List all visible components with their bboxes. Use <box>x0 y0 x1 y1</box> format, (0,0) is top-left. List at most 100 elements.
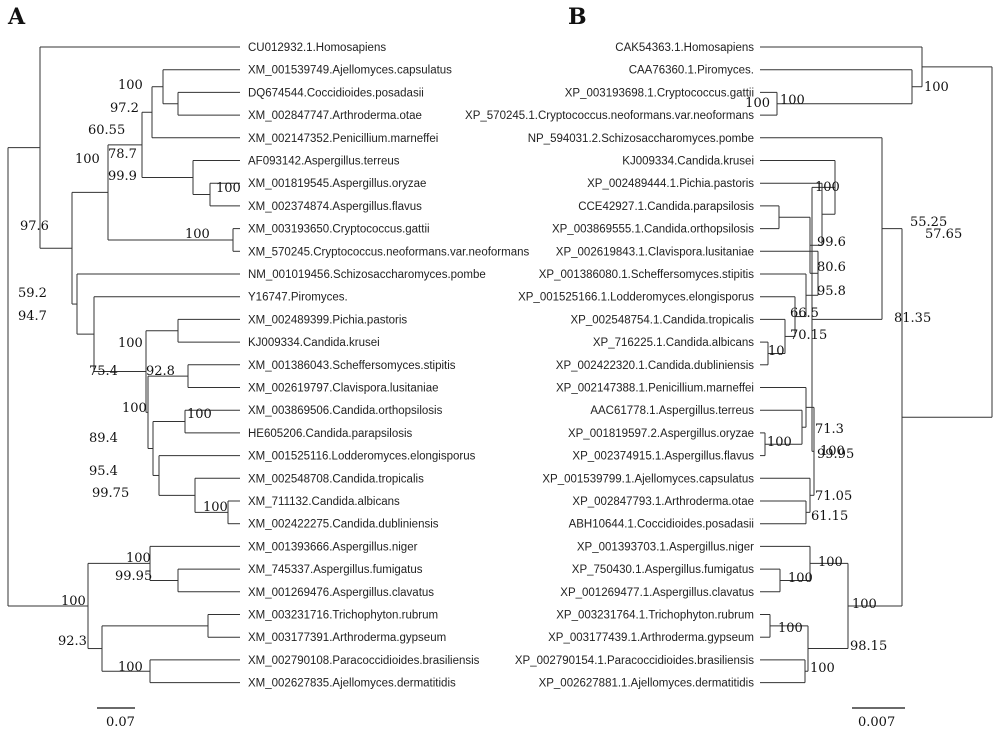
tree-a-support-value: 78.7 <box>108 147 137 162</box>
tree-a-support-value: 100 <box>118 78 143 93</box>
tree-b-support-value: 99.95 <box>817 447 854 462</box>
panel-a-label: A <box>7 4 26 30</box>
tree-a-support-value: 60.55 <box>88 123 125 138</box>
tree-b-support-value: 55.25 <box>910 215 947 230</box>
tree-b-leaf-label: XP_001393703.1.Aspergillus.niger <box>577 541 754 553</box>
tree-a-support-value: 97.6 <box>20 219 49 234</box>
tree-b-support-value: 99.6 <box>817 235 846 250</box>
tree-b-leaf-label: XP_001386080.1.Scheffersomyces.stipitis <box>539 269 754 281</box>
tree-b-support-value: 100 <box>924 80 949 95</box>
tree-a-support-value: 99.9 <box>108 169 137 184</box>
tree-a-leaf-label: XM_001525116.Lodderomyces.elongisporus <box>248 451 476 463</box>
tree-b-support-value: 100 <box>810 661 835 676</box>
tree-b-leaf-label: CAK54363.1.Homosapiens <box>615 42 754 54</box>
tree-a-leaf-label: XM_001269476.Aspergillus.clavatus <box>248 587 434 599</box>
tree-b-leaf-label: XP_002619843.1.Clavispora.lusitaniae <box>556 246 754 258</box>
tree-b-leaf-label: XP_003231764.1.Trichophyton.rubrum <box>556 610 754 622</box>
tree-b-leaf-label: XP_002790154.1.Paracoccidioides.brasilie… <box>515 655 754 667</box>
tree-a-support-value: 95.4 <box>89 464 118 479</box>
tree-a-support-value: 94.7 <box>18 309 47 324</box>
tree-a-leaf-label: XM_003231716.Trichophyton.rubrum <box>248 610 438 622</box>
tree-a-leaf-label: XM_711132.Candida.albicans <box>248 496 400 508</box>
tree-a-leaf-label: XM_745337.Aspergillus.fumigatus <box>248 564 423 576</box>
tree-b-leaf-label: CAA76360.1.Piromyces. <box>629 65 754 77</box>
tree-a-support-value: 100 <box>61 594 86 609</box>
tree-b-support-value: 100 <box>780 93 805 108</box>
tree-a-support-value: 100 <box>118 660 143 675</box>
tree-b-leaf-label: XP_002422320.1.Candida.dubliniensis <box>556 360 754 372</box>
tree-b-leaf-label: XP_002147388.1.Penicillium.marneffei <box>556 383 754 395</box>
tree-b-support-value: 100 <box>818 555 843 570</box>
tree-a-support-value: 59.2 <box>18 286 47 301</box>
tree-b-leaf-label: XP_002489444.1.Pichia.pastoris <box>587 178 754 190</box>
tree-a-support-value: 99.75 <box>92 486 129 501</box>
tree-b-support-value: 70.15 <box>790 328 827 343</box>
tree-b-support-value: 81.35 <box>894 311 931 326</box>
tree-b-support-value: 66.5 <box>790 306 819 321</box>
tree-b-support-value: 71.05 <box>815 489 852 504</box>
tree-a-leaf-label: KJ009334.Candida.krusei <box>248 337 380 349</box>
tree-b-leaf-label: XP_750430.1.Aspergillus.fumigatus <box>572 564 754 576</box>
tree-b-leaf-label: XP_002847793.1.Arthroderma.otae <box>572 496 754 508</box>
tree-b-leaf-label: XP_003177439.1.Arthroderma.gypseum <box>548 632 754 644</box>
tree-b-leaf-label: XP_002627881.1.Ajellomyces.dermatitidis <box>539 678 755 690</box>
tree-b-leaf-label: XP_001819597.2.Aspergillus.oryzae <box>568 428 754 440</box>
tree-b-leaf-label: XP_003193698.1.Cryptococcus.gattii <box>565 87 754 99</box>
tree-a-support-value: 100 <box>216 181 241 196</box>
tree-a-leaf-label: XM_002147352.Penicillium.marneffei <box>248 133 438 145</box>
tree-b-support-value: 100 <box>852 597 877 612</box>
tree-b-support-value: 71.3 <box>815 422 844 437</box>
tree-b-support-value: 57.65 <box>925 227 962 242</box>
tree-a-leaf-label: XM_002422275.Candida.dubliniensis <box>248 519 439 531</box>
tree-a-leaf-label: XM_002548708.Candida.tropicalis <box>248 473 424 485</box>
tree-a-leaf-label: XM_002374874.Aspergillus.flavus <box>248 201 422 213</box>
tree-b-support-value: 95.8 <box>817 284 846 299</box>
tree-b-leaf-label: KJ009334.Candida.krusei <box>622 156 754 168</box>
tree-a-leaf-label: XM_002847747.Arthroderma.otae <box>248 110 422 122</box>
tree-a-support-value: 100 <box>187 407 212 422</box>
tree-panel-b: CAK54363.1.Homosapiens CAA76360.1.Piromyc… <box>465 42 993 690</box>
tree-b-leaf-label: XP_001269477.1.Aspergillus.clavatus <box>560 587 754 599</box>
tree-b-leaf-label: XP_003869555.1.Candida.orthopsilosis <box>552 224 754 236</box>
tree-a-support-value: 92.3 <box>58 634 87 649</box>
tree-a-support-value: 75.4 <box>89 364 118 379</box>
tree-b-leaf-label: XP_002548754.1.Candida.tropicalis <box>571 314 755 326</box>
tree-a-leaf-label: AF093142.Aspergillus.terreus <box>248 156 400 168</box>
tree-b-support-value: 100 <box>778 621 803 636</box>
tree-a-support-value: 92.8 <box>146 364 175 379</box>
tree-panel-a: CU012932.1.Homosapiens XM_001539749.Ajell… <box>7 42 530 690</box>
scale-label-a: 0.07 <box>106 715 135 730</box>
tree-a-leaf-label: XM_001386043.Scheffersomyces.stipitis <box>248 360 456 372</box>
tree-b-support-value: 100 <box>745 96 770 111</box>
tree-a-leaf-label: XM_002790108.Paracoccidioides.brasiliens… <box>248 655 480 667</box>
tree-b-support-value: 100 <box>815 180 840 195</box>
tree-a-leaf-label: XM_570245.Cryptococcus.neoformans.var.ne… <box>248 246 530 258</box>
tree-b-leaf-label: CCE42927.1.Candida.parapsilosis <box>578 201 754 213</box>
tree-a-support-value: 100 <box>203 500 228 515</box>
tree-a-leaf-label: XM_001393666.Aspergillus.niger <box>248 541 418 553</box>
tree-a-support-value: 100 <box>122 401 147 416</box>
tree-b-support-value: 80.6 <box>817 260 846 275</box>
tree-b-leaf-label: XP_716225.1.Candida.albicans <box>593 337 754 349</box>
panel-b-label: B <box>568 4 587 30</box>
tree-a-leaf-label: NM_001019456.Schizosaccharomyces.pombe <box>248 269 486 281</box>
tree-a-leaf-label: XM_003193650.Cryptococcus.gattii <box>248 224 430 236</box>
tree-a-leaf-label: DQ674544.Coccidioides.posadasii <box>248 87 424 99</box>
tree-a-leaf-label: CU012932.1.Homosapiens <box>248 42 386 54</box>
tree-a-leaf-label: XM_002619797.Clavispora.lusitaniae <box>248 383 439 395</box>
tree-b-leaf-label: ABH10644.1.Coccidioides.posadasii <box>569 519 754 531</box>
tree-a-support-value: 100 <box>126 551 151 566</box>
tree-a-support-value: 100 <box>75 152 100 167</box>
tree-a-leaf-label: XM_001539749.Ajellomyces.capsulatus <box>248 65 452 77</box>
tree-b-leaf-label: AAC61778.1.Aspergillus.terreus <box>590 405 754 417</box>
tree-a-leaf-label: XM_002489399.Pichia.pastoris <box>248 314 407 326</box>
tree-a-leaf-label: XM_002627835.Ajellomyces.dermatitidis <box>248 678 456 690</box>
tree-a-leaf-label: HE605206.Candida.parapsilosis <box>248 428 413 440</box>
tree-b-support-value: 100 <box>820 444 845 459</box>
tree-b-leaf-label: XP_001525166.1.Lodderomyces.elongisporus <box>518 292 754 304</box>
tree-a-leaf-label: XM_003177391.Arthroderma.gypseum <box>248 632 446 644</box>
tree-b-support-value: 100 <box>788 571 813 586</box>
scale-label-b: 0.007 <box>858 715 895 730</box>
tree-a-support-value: 99.95 <box>115 569 152 584</box>
